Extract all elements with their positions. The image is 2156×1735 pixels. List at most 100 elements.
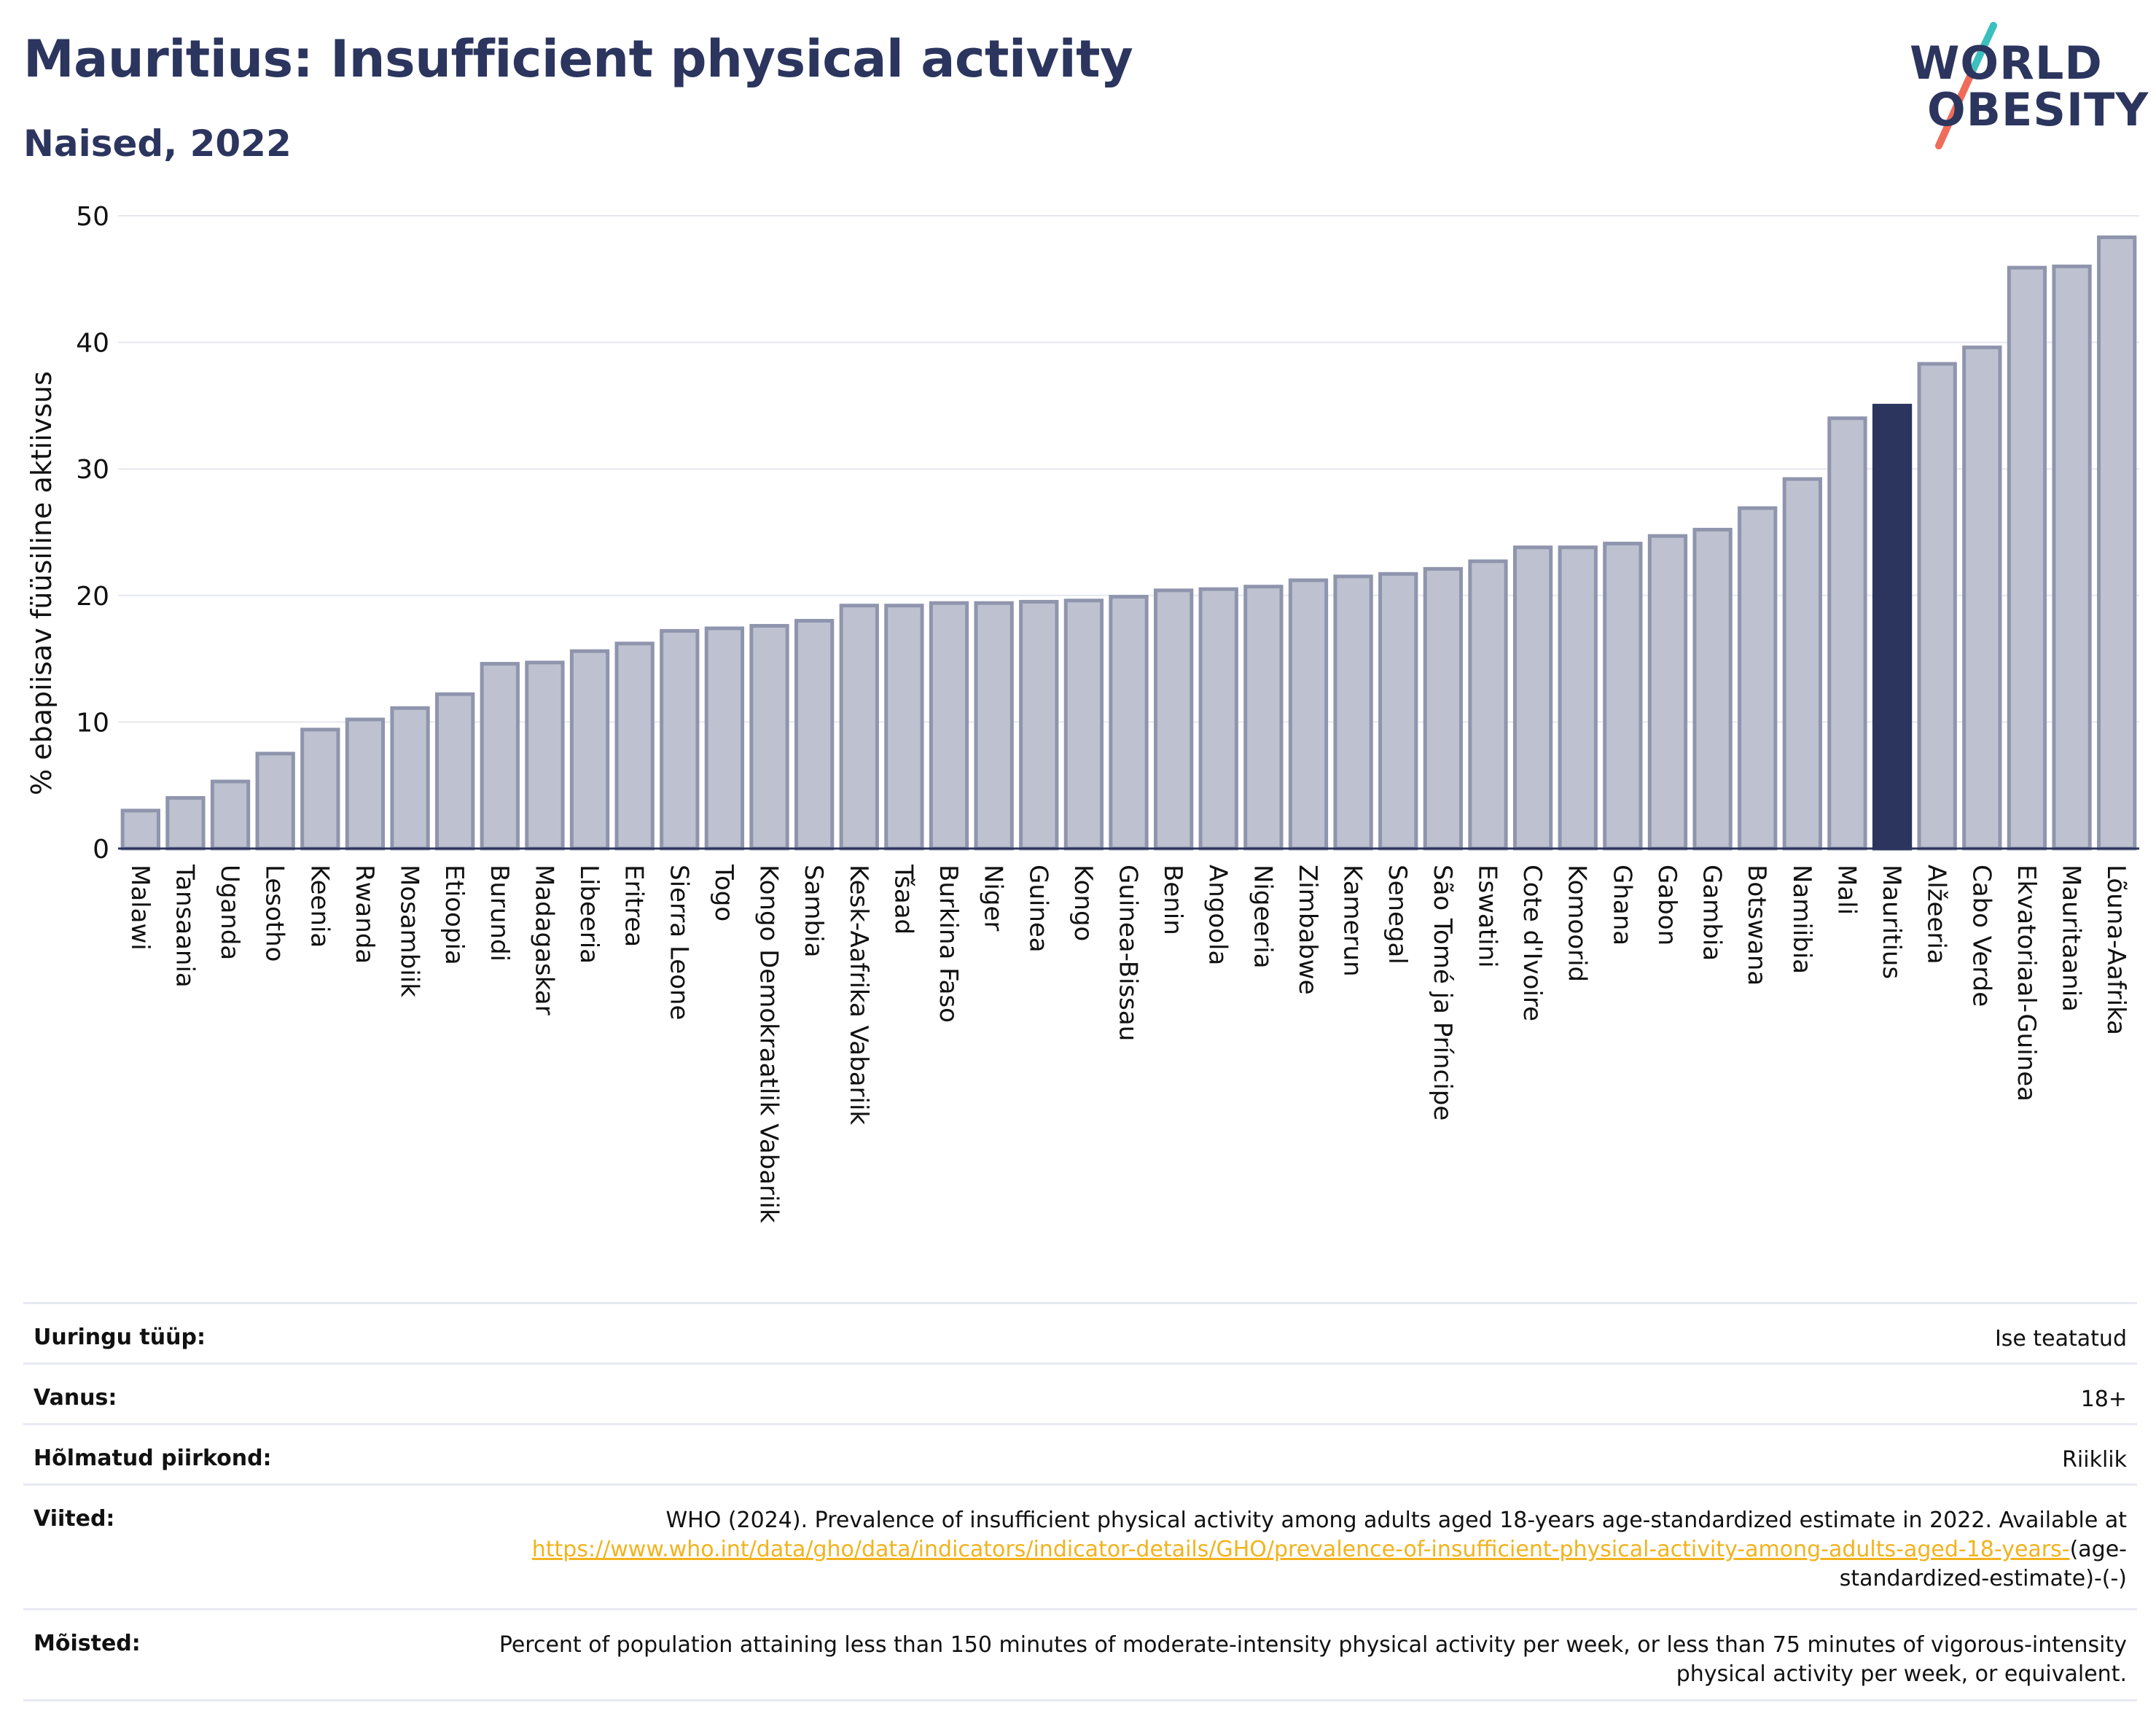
bar [1603,542,1643,851]
info-label: Hõlmatud piirkond: [34,1446,272,1471]
bar [1468,559,1508,851]
x-tick-label: Mali [1832,865,1861,915]
y-tick-label: 10 [76,708,109,738]
bar-chart: 0 10 20 30 40 50 Malawi Tansaania Uganda Lesotho K… [26,202,2139,1223]
info-table: Uuringu tüüp: Ise teatatud Vanus: 18+ Hõ… [23,1302,2137,1701]
x-tick-label: Keenia [305,865,334,948]
info-row-coverage: Hõlmatud piirkond: Riiklik [23,1423,2137,1483]
x-tick-label: Tansaania [170,864,199,988]
bar [1378,572,1418,851]
info-label: Uuringu tüüp: [34,1325,206,1350]
bar [2007,265,2047,851]
x-tick-label: Komoorid [1563,865,1592,982]
info-row-age: Vanus: 18+ [23,1362,2137,1423]
bar [2052,264,2092,851]
bar [525,660,565,851]
info-label: Viited: [34,1506,115,1532]
bar [704,626,745,851]
x-tick-label: Kamerun [1338,865,1367,977]
bar [884,604,924,851]
x-tick-label: Sierra Leone [664,865,693,1020]
x-tick-label: São Tomé ja Príncipe [1428,865,1457,1120]
bar [1827,416,1867,851]
x-tick-label: Sambia [799,865,828,957]
x-tick-label: Namiibia [1787,865,1816,974]
reference-text: WHO (2024). Prevalence of insufficient p… [665,1508,2127,1533]
x-tick-label: Ekvatoriaal-Guinea [2012,865,2041,1102]
bar [165,796,206,851]
bar [2097,235,2137,851]
x-tick-label: Malawi [125,865,155,951]
bar [614,642,655,851]
info-label: Vanus: [34,1385,117,1411]
bar [1109,595,1149,851]
bar [1692,528,1733,851]
x-tick-label: Burkina Faso [934,865,963,1023]
y-tick-label: 40 [76,329,109,359]
info-row-references: Viited: WHO (2024). Prevalence of insuff… [23,1483,2137,1608]
bar [929,601,969,851]
x-tick-label: Rwanda [350,865,379,964]
bar [1423,566,1464,851]
x-tick-label: Benin [1158,865,1187,935]
x-tick-label: Cote d'Ivoire [1518,865,1547,1021]
x-tick-label: Cabo Verde [1966,865,1996,1007]
bar [1198,587,1238,851]
x-tick-label: Kongo [1069,865,1098,941]
bar [480,662,520,851]
x-tick-label: Guinea [1023,865,1052,953]
x-tick-label: Guinea-Bissau [1114,865,1143,1041]
bar [435,692,475,851]
x-tick-label: Togo [709,864,738,921]
x-tick-label: Burundi [485,865,514,962]
y-tick-label: 20 [76,582,109,612]
x-tick-label: Zimbabwe [1293,865,1322,995]
x-tick-label: Etioopia [440,865,469,965]
x-tick-label: Nigeeria [1248,865,1277,969]
reference-link[interactable]: https://www.who.int/data/gho/data/indica… [531,1537,2070,1562]
bar [1243,585,1284,851]
bar [749,623,789,851]
y-axis-label: % ebapiisav füüsiline aktiivsus [26,371,58,795]
info-value: Percent of population attaining less tha… [499,1632,2127,1687]
bar [345,717,386,851]
bar [300,728,340,851]
bar-highlighted [1872,403,1913,851]
x-tick-label: Tšaad [888,864,918,935]
bar [1288,578,1329,851]
x-tick-label: Eritrea [620,865,649,947]
y-tick-label: 0 [93,835,109,865]
bar [974,601,1014,851]
bar [120,808,160,851]
info-label: Mõisted: [34,1631,141,1656]
x-tick-label: Kongo Demokraatlik Vabariik [754,865,784,1223]
x-tick-label: Kesk-Aafrika Vabariik [844,865,873,1125]
x-tick-label: Senegal [1383,865,1412,964]
bar [1782,477,1822,851]
y-tick-label: 50 [76,202,109,232]
page-subtitle: Naised, 2022 [23,122,292,165]
x-tick-label: Botswana [1742,865,1771,986]
reference-suffix: (age-standardized-estimate)-(-) [1839,1537,2127,1591]
info-value: Riiklik [2062,1447,2127,1473]
info-value: 18+ [2080,1387,2127,1412]
bar [1738,506,1778,851]
bar [210,779,251,851]
bar [839,604,879,851]
bar [1333,574,1373,851]
info-row-definitions: Mõisted: Percent of population attaining… [23,1608,2137,1701]
info-row-survey-type: Uuringu tüüp: Ise teatatud [23,1302,2137,1362]
x-tick-label: Gabon [1652,865,1682,946]
bar [1558,545,1598,851]
info-value: Ise teatatud [1994,1326,2127,1352]
bar [1063,599,1104,851]
info-value: WHO (2024). Prevalence of insufficient p… [23,1486,2137,1594]
bar [1647,534,1688,851]
x-tick-label: Ghana [1607,865,1636,946]
x-tick-label: Uganda [215,865,244,960]
page-title: Mauritius: Insufficient physical activit… [23,29,1133,89]
bar [660,628,700,851]
bar [1019,599,1059,851]
world-obesity-logo: WORLD OBESITY [1895,22,2148,153]
bar [569,649,610,851]
